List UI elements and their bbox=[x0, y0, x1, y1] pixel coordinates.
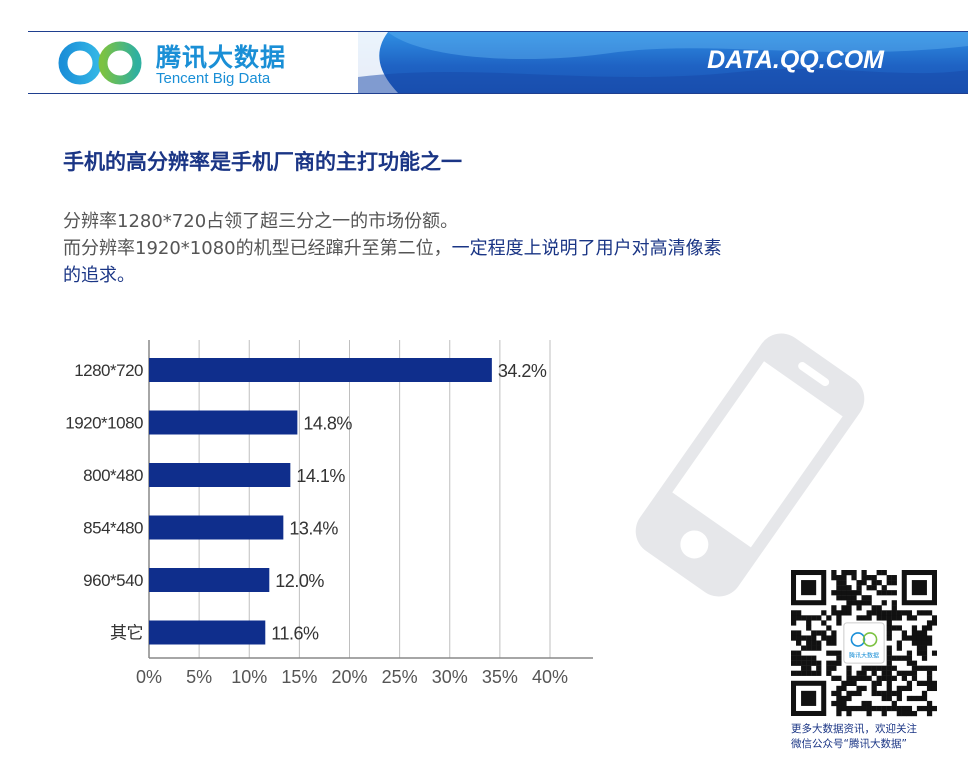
x-tick-label: 40% bbox=[532, 667, 568, 687]
bar bbox=[149, 568, 270, 592]
logo-english-text: Tencent Big Data bbox=[156, 70, 271, 87]
data-label: 34.2% bbox=[498, 361, 547, 381]
chart-svg: 0% 5% 10% 15% 20% 25% 30% 35% 40% 1280*720 34.2% 19… bbox=[65, 340, 593, 687]
category-label: 960*540 bbox=[83, 571, 143, 590]
banner-wave-decoration bbox=[358, 32, 968, 93]
x-tick-label: 5% bbox=[186, 667, 212, 687]
bar bbox=[149, 358, 492, 382]
site-url[interactable]: DATA.QQ.COM bbox=[707, 46, 884, 74]
bar bbox=[149, 620, 266, 645]
category-label: 800*480 bbox=[83, 466, 143, 485]
bar bbox=[149, 410, 298, 435]
x-tick-label: 10% bbox=[231, 667, 267, 687]
data-label: 12.0% bbox=[275, 571, 324, 591]
qr-caption: 更多大数据资讯，欢迎关注 微信公众号“腾讯大数据” bbox=[791, 722, 951, 752]
x-tick-label: 0% bbox=[136, 667, 162, 687]
bar bbox=[149, 463, 291, 487]
x-tick-label: 35% bbox=[482, 667, 518, 687]
data-label: 14.8% bbox=[303, 414, 352, 434]
x-tick-label: 25% bbox=[382, 667, 418, 687]
data-label: 11.6% bbox=[271, 624, 319, 644]
logo[interactable]: 腾讯大数据 Tencent Big Data bbox=[28, 32, 358, 93]
data-label: 14.1% bbox=[296, 466, 345, 486]
qr-code-icon[interactable]: 腾讯大数据 bbox=[791, 570, 937, 718]
data-label: 13.4% bbox=[289, 519, 338, 539]
x-tick-label: 15% bbox=[281, 667, 317, 687]
subtitle-line-1: 分辨率1280*720占领了超三分之一的市场份额。 bbox=[63, 211, 459, 232]
qr-caption-line-2: 微信公众号“腾讯大数据” bbox=[791, 738, 907, 750]
infinity-logo-icon bbox=[58, 41, 142, 85]
subtitle-line-2-plain: 而分辨率1920*1080的机型已经蹿升至第二位， bbox=[63, 238, 452, 259]
bar bbox=[149, 515, 284, 540]
qr-caption-line-1: 更多大数据资讯，欢迎关注 bbox=[791, 723, 917, 735]
page-subtitle: 分辨率1280*720占领了超三分之一的市场份额。 而分辨率1920*1080的… bbox=[63, 208, 903, 289]
page-header: 腾讯大数据 Tencent Big Data DATA.QQ.COM bbox=[28, 31, 968, 94]
resolution-bar-chart: 0% 5% 10% 15% 20% 25% 30% 35% 40% 1280*720 34.2% 19… bbox=[0, 320, 620, 700]
phone-watermark-icon bbox=[635, 333, 865, 597]
subtitle-line-2: 而分辨率1920*1080的机型已经蹿升至第二位，一定程度上说明了用户对高清像素 bbox=[63, 235, 903, 262]
header-banner: DATA.QQ.COM bbox=[358, 32, 968, 93]
category-label: 其它 bbox=[110, 624, 143, 643]
page-title: 手机的高分辨率是手机厂商的主打功能之一 bbox=[63, 150, 462, 174]
category-label: 1920*1080 bbox=[65, 414, 143, 433]
qr-badge-text: 腾讯大数据 bbox=[849, 652, 879, 660]
subtitle-line-2-highlight: 一定程度上说明了用户对高清像素 bbox=[451, 238, 722, 259]
logo-chinese-text: 腾讯大数据 bbox=[156, 43, 287, 72]
subtitle-line-3: 的追求。 bbox=[63, 265, 135, 286]
x-tick-label: 30% bbox=[432, 667, 468, 687]
category-label: 1280*720 bbox=[74, 361, 143, 380]
category-label: 854*480 bbox=[83, 519, 143, 538]
x-tick-label: 20% bbox=[331, 667, 367, 687]
